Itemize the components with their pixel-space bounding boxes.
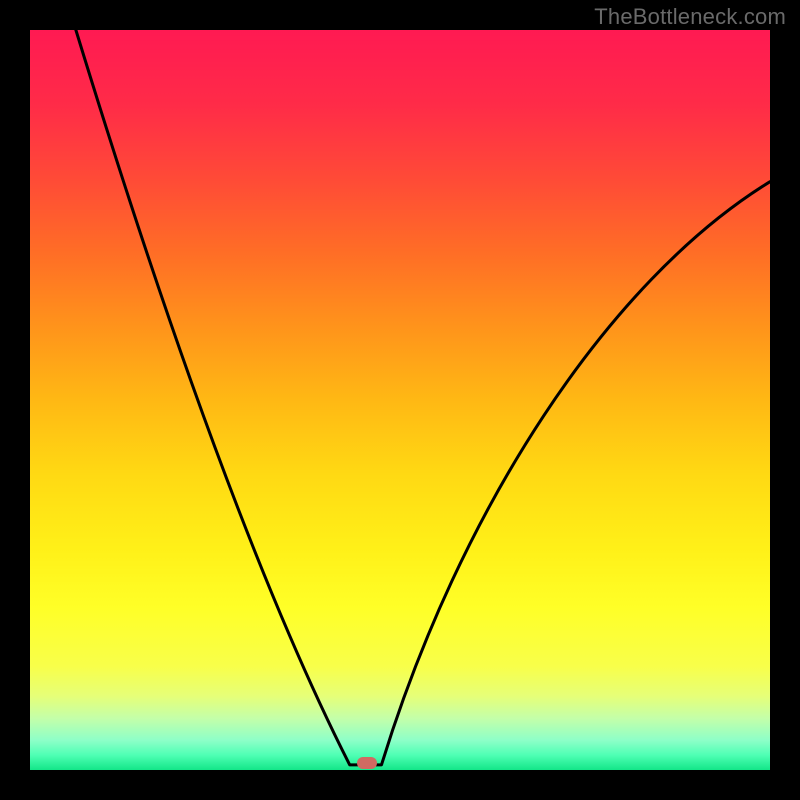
bottleneck-curve — [30, 30, 770, 770]
watermark-text: TheBottleneck.com — [594, 4, 786, 30]
plot-area — [30, 30, 770, 770]
optimal-point-marker — [357, 757, 377, 769]
